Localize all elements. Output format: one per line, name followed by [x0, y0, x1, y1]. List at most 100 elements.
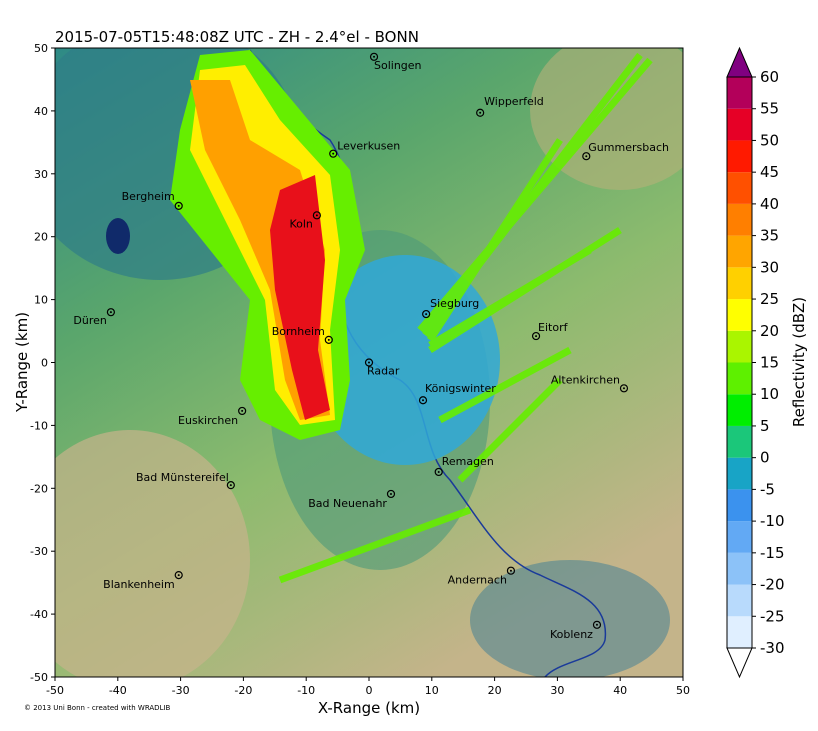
x-tick-label: -20	[234, 684, 252, 697]
city-label: Andernach	[448, 574, 507, 587]
city-marker	[531, 331, 541, 341]
y-tick-label: -40	[30, 608, 48, 621]
city-marker-dot	[509, 569, 512, 572]
x-tick-label: -40	[109, 684, 127, 697]
colorbar-tick-label: 10	[760, 385, 779, 403]
city-marker-dot	[437, 470, 440, 473]
y-tick-label: 10	[34, 294, 48, 307]
colorbar-band	[727, 457, 752, 490]
x-tick-label: 30	[550, 684, 564, 697]
city-label: Düren	[73, 314, 106, 327]
city-label: Königswinter	[425, 382, 496, 395]
city-marker-dot	[368, 361, 370, 364]
x-tick-label: 0	[366, 684, 373, 697]
city-marker	[324, 335, 333, 344]
colorbar-tick-label: -10	[760, 512, 785, 530]
city-label: Koblenz	[550, 628, 593, 641]
city-label: Bad Münstereifel	[136, 471, 229, 484]
colorbar-band	[727, 552, 752, 585]
city-marker	[434, 467, 443, 477]
y-tick-label: 50	[34, 42, 48, 55]
chart-title: 2015-07-05T15:48:08Z UTC - ZH - 2.4°el -…	[55, 28, 419, 46]
city-marker-dot	[585, 155, 588, 158]
colorbar-tick-label: 60	[760, 68, 779, 86]
y-tick-label: 30	[34, 168, 48, 181]
city-marker	[619, 384, 629, 393]
colorbar-band	[727, 203, 752, 236]
colorbar-under	[726, 647, 753, 679]
colorbar-tick-label: -20	[760, 576, 785, 594]
city-marker-dot	[177, 204, 180, 207]
colorbar-tick-label: 35	[760, 227, 779, 245]
city-marker	[592, 620, 602, 629]
colorbar-over	[726, 46, 753, 78]
city-marker-dot	[479, 111, 482, 114]
x-tick-label: 10	[425, 684, 439, 697]
colorbar-tick-label: -15	[760, 544, 785, 562]
city-marker	[418, 396, 428, 405]
city-marker	[364, 358, 374, 367]
city-marker-dot	[229, 484, 232, 487]
colorbar-tick-label: -25	[760, 607, 785, 625]
city-marker	[329, 149, 338, 158]
colorbar-band	[727, 299, 752, 331]
x-tick-label: -30	[172, 684, 190, 697]
city-marker-dot	[422, 399, 425, 402]
city-label: Radar	[367, 365, 400, 378]
colorbar-tick-label: 45	[760, 163, 779, 181]
y-tick-label: -10	[30, 419, 48, 432]
colorbar-band	[727, 235, 752, 268]
colorbar-tick-label: 20	[760, 322, 779, 340]
city-marker-dot	[389, 492, 392, 495]
colorbar-tick-label: 5	[760, 417, 770, 435]
city-label: Bergheim	[122, 190, 175, 203]
colorbar-tick-label: 15	[760, 354, 779, 372]
city-marker-dot	[177, 574, 180, 577]
colorbar-band	[727, 140, 752, 173]
x-axis-label: X-Range (km)	[318, 699, 420, 717]
city-marker	[476, 108, 485, 117]
colorbar-tick-label: -5	[760, 480, 775, 498]
colorbar-tick-label: 55	[760, 100, 779, 118]
colorbar-band	[727, 584, 752, 617]
city-marker	[422, 309, 431, 319]
colorbar-band	[727, 362, 752, 395]
city-marker-dot	[373, 55, 376, 58]
city-marker	[226, 481, 235, 490]
y-tick-label: 0	[41, 357, 48, 370]
colorbar-tick-label: 30	[760, 258, 779, 276]
city-marker	[174, 201, 183, 210]
colorbar-band	[727, 616, 752, 648]
credit: © 2013 Uni Bonn - created with WRADLIB	[24, 704, 171, 712]
city-marker	[506, 566, 516, 575]
colorbar-tick-label: 40	[760, 195, 779, 213]
y-tick-label: 40	[34, 105, 48, 118]
city-marker-dot	[425, 313, 428, 316]
y-tick-label: -50	[30, 671, 48, 684]
colorbar-band	[727, 267, 752, 300]
city-label: Bornheim	[272, 325, 325, 338]
city-label: Koln	[289, 217, 312, 230]
map-background	[55, 48, 683, 677]
colorbar-band	[727, 172, 752, 204]
x-tick-label: -10	[297, 684, 315, 697]
city-marker	[174, 571, 183, 580]
city-marker-dot	[109, 311, 112, 314]
colorbar-band	[727, 394, 752, 426]
city-marker	[106, 308, 115, 317]
city-label: Siegburg	[430, 297, 479, 310]
x-tick-label: -50	[46, 684, 64, 697]
y-tick-label: -30	[30, 545, 48, 558]
city-marker	[369, 52, 379, 61]
city-marker	[312, 211, 321, 220]
city-marker-dot	[332, 152, 335, 155]
city-marker	[238, 406, 247, 416]
city-label: Eitorf	[538, 321, 569, 334]
colorbar-band	[727, 521, 752, 553]
city-label: Euskirchen	[178, 414, 238, 427]
city-label: Altenkirchen	[551, 373, 620, 386]
x-tick-label: 20	[488, 684, 502, 697]
x-tick-label: 50	[676, 684, 690, 697]
